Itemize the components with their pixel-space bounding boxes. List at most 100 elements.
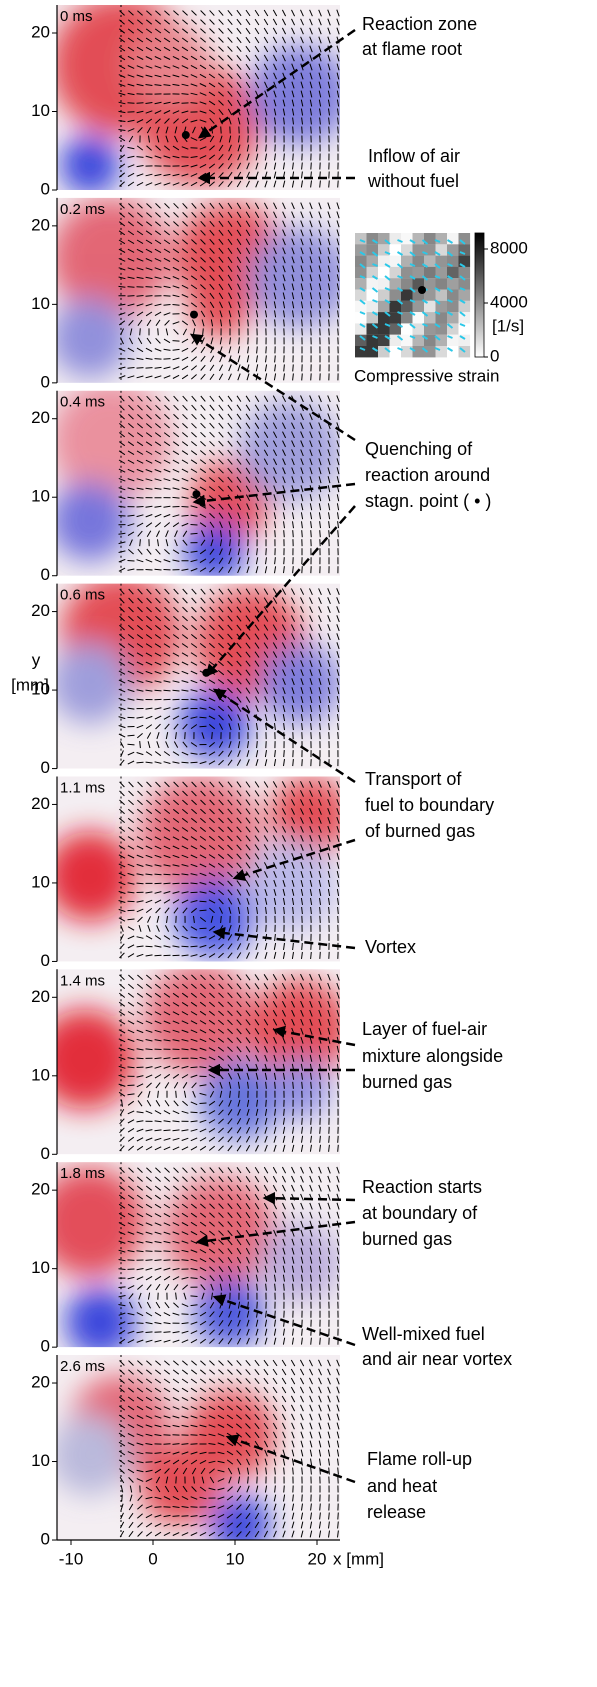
inset-pixel bbox=[401, 233, 413, 245]
blob bbox=[190, 277, 250, 338]
field-image bbox=[57, 776, 340, 962]
inset-pixel bbox=[389, 244, 402, 256]
blob bbox=[270, 776, 340, 857]
inset-pixel bbox=[389, 323, 402, 335]
inset-pixel bbox=[424, 334, 436, 347]
inset-pixel bbox=[412, 233, 425, 245]
y-tick-label: 0 bbox=[41, 179, 50, 198]
inset-pixel bbox=[447, 255, 459, 267]
annotation-text: of burned gas bbox=[365, 821, 475, 841]
inset-pixel bbox=[378, 334, 390, 347]
panel: 0 ms 0 10 20 bbox=[31, 5, 340, 198]
annotation-arrow bbox=[212, 926, 356, 950]
y-tick-label: 20 bbox=[31, 408, 50, 427]
panel: 0.4 ms 0 10 20 bbox=[31, 390, 340, 584]
inset-pixel bbox=[435, 233, 448, 245]
y-tick-label: 0 bbox=[41, 565, 50, 584]
inset-pixel bbox=[435, 266, 448, 279]
annotation-text: mixture alongside bbox=[362, 1046, 503, 1066]
inset-pixel bbox=[458, 334, 471, 347]
inset-pixel bbox=[355, 334, 367, 347]
inset-pixel bbox=[355, 278, 367, 290]
inset-pixel bbox=[378, 244, 390, 256]
inset-pixel bbox=[447, 278, 459, 290]
inset-pixel bbox=[366, 323, 379, 335]
inset-pixel bbox=[389, 278, 402, 290]
blob bbox=[57, 480, 130, 561]
blob bbox=[140, 1445, 220, 1526]
inset-pixel bbox=[447, 323, 459, 335]
inset-pixel bbox=[401, 346, 413, 358]
inset-pixel bbox=[378, 346, 390, 358]
inset-pixel bbox=[389, 346, 402, 358]
y-tick-label: 20 bbox=[31, 215, 50, 234]
inset-pixel bbox=[389, 300, 402, 313]
inset-pixel bbox=[424, 346, 436, 358]
inset-pixel bbox=[366, 278, 379, 290]
blob bbox=[145, 969, 255, 1075]
y-tick-label: 0 bbox=[41, 372, 50, 391]
y-tick-label: 10 bbox=[31, 1065, 50, 1084]
inset-pixel bbox=[366, 289, 379, 301]
inset-pixel bbox=[389, 334, 402, 347]
panel: 2.6 ms 0 10 20 bbox=[31, 1355, 340, 1549]
inset-pixel bbox=[424, 255, 436, 267]
y-tick-label: 0 bbox=[41, 1144, 50, 1163]
inset-pixel bbox=[389, 255, 402, 267]
panel: 0.2 ms 0 10 20 bbox=[31, 197, 340, 391]
inset-pixel bbox=[458, 278, 471, 290]
panel: 0.6 ms 0 10 20 bbox=[31, 583, 340, 777]
vector-field bbox=[118, 9, 340, 188]
inset-pixel bbox=[378, 255, 390, 267]
x-axis-label: x [mm] bbox=[333, 1550, 384, 1569]
inset-pixel bbox=[424, 300, 436, 313]
annotation-text: stagn. point ( • ) bbox=[365, 491, 491, 511]
inset-pixel bbox=[355, 323, 367, 335]
inset-pixel bbox=[458, 300, 471, 313]
blob bbox=[57, 1167, 145, 1278]
y-tick-label: 10 bbox=[31, 294, 50, 313]
inset-pixel bbox=[412, 278, 425, 290]
annotation-arrow bbox=[205, 505, 356, 677]
annotation-arrow bbox=[212, 1294, 356, 1347]
panel: 1.4 ms 0 10 20 bbox=[31, 969, 340, 1163]
annotation-arrow bbox=[225, 1434, 356, 1484]
time-label: 0.4 ms bbox=[60, 394, 105, 411]
inset-pixel bbox=[366, 300, 379, 313]
annotation-text: reaction around bbox=[365, 465, 490, 485]
inset-pixel bbox=[389, 312, 402, 324]
annotation-text: and air near vortex bbox=[362, 1349, 512, 1369]
annotation-arrow bbox=[192, 482, 356, 508]
inset-pixel bbox=[435, 334, 448, 347]
inset-pixel bbox=[401, 244, 413, 256]
y-tick-label: 20 bbox=[31, 601, 50, 620]
stagnation-point bbox=[181, 131, 190, 140]
inset-pixel bbox=[401, 300, 413, 313]
inset-pixel bbox=[389, 289, 402, 301]
annotation-arrow bbox=[262, 1191, 356, 1205]
annotation-arrow bbox=[189, 333, 356, 442]
blob bbox=[57, 1415, 130, 1496]
inset-pixel bbox=[355, 289, 367, 301]
blob bbox=[270, 1059, 330, 1120]
blob bbox=[260, 1222, 340, 1303]
inset: 8000 4000 0 [1/s] Compressive strain bbox=[354, 232, 528, 385]
blob bbox=[57, 197, 170, 318]
y-axis-label: [mm] bbox=[11, 675, 49, 694]
y-tick-label: 10 bbox=[31, 1451, 50, 1470]
blob bbox=[250, 227, 340, 328]
blob bbox=[260, 643, 340, 724]
blob bbox=[180, 688, 250, 759]
y-tick-label: 10 bbox=[31, 1258, 50, 1277]
inset-pixel bbox=[412, 289, 425, 301]
inset-pixel bbox=[412, 312, 425, 324]
y-tick-label: 10 bbox=[31, 680, 50, 699]
inset-pixel bbox=[435, 323, 448, 335]
inset-pixel bbox=[435, 278, 448, 290]
inset-pixel bbox=[424, 244, 436, 256]
colorbar-tick-label: 0 bbox=[490, 346, 499, 365]
inset-pixel bbox=[366, 312, 379, 324]
inset-pixel bbox=[435, 289, 448, 301]
stagnation-point bbox=[202, 668, 211, 677]
